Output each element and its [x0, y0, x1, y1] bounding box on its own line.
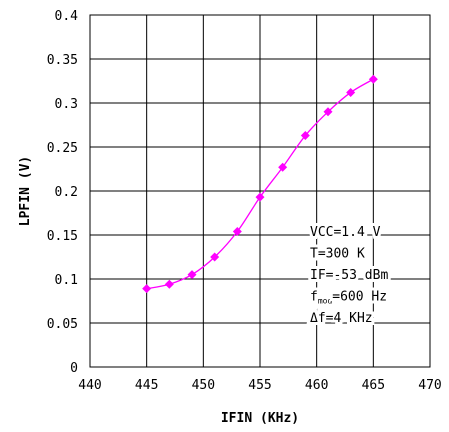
grid	[90, 15, 430, 367]
y-axis-label: LPFIN (V)	[18, 156, 33, 226]
x-tick-label: 460	[305, 378, 328, 393]
data-point-marker	[232, 226, 242, 236]
annotation-box: VCC=1.4 V T=300 K IF=-53 dBm fmod=600 Hz…	[307, 222, 391, 329]
annotation-fmod: fmod=600 Hz	[310, 290, 387, 306]
y-tick-label: 0	[70, 361, 78, 376]
data-point-marker	[278, 162, 288, 172]
y-tick-label: 0.15	[47, 229, 78, 244]
x-tick-label: 440	[78, 378, 101, 393]
y-tick-label: 0.25	[47, 141, 78, 156]
y-tick-label: 0.35	[47, 53, 78, 68]
data-point-marker	[164, 279, 174, 289]
annotation-if: IF=-53 dBm	[310, 268, 388, 283]
annotation-temperature: T=300 K	[310, 247, 365, 262]
y-tick-label: 0.4	[55, 9, 79, 24]
x-axis-label: IFIN (KHz)	[221, 411, 299, 426]
data-point-marker	[255, 192, 265, 202]
y-tick-label: 0.2	[55, 185, 78, 200]
data-point-marker	[323, 107, 333, 117]
annotation-fmod-pre: f	[310, 290, 318, 305]
y-tick-label: 0.05	[47, 317, 78, 332]
annotation-fmod-post: =600 Hz	[332, 290, 387, 305]
data-point-marker	[300, 131, 310, 141]
x-tick-label: 465	[362, 378, 385, 393]
data-point-marker	[142, 284, 152, 294]
annotation-vcc: VCC=1.4 V	[310, 225, 381, 240]
x-tick-label: 445	[135, 378, 158, 393]
x-tick-label: 450	[192, 378, 215, 393]
annotation-fmod-sub: mod	[318, 297, 333, 306]
data-point-marker	[368, 74, 378, 84]
tick-labels: 440 445 450 455 460 465 470 0 0.05 0.1 0.15 0.2 0.25…	[47, 9, 442, 393]
series	[142, 74, 378, 294]
y-tick-label: 0.3	[55, 97, 78, 112]
data-point-marker	[187, 270, 197, 280]
data-point-marker	[346, 87, 356, 97]
plot-frame	[89, 14, 431, 368]
data-point-marker	[210, 252, 220, 262]
y-tick-label: 0.1	[55, 273, 78, 288]
x-tick-label: 470	[418, 378, 441, 393]
x-tick-label: 455	[248, 378, 271, 393]
annotation-delta-f: Δf=4 KHz	[310, 311, 373, 326]
